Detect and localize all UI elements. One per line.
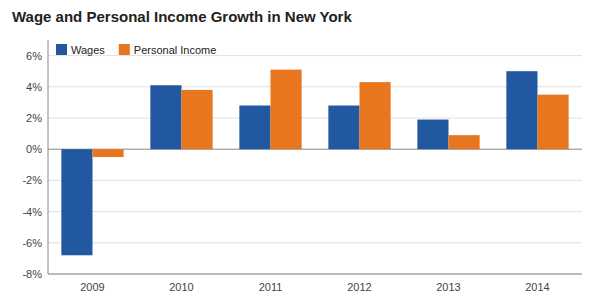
y-tick-label: 2%	[26, 112, 42, 124]
y-axis-line	[48, 40, 49, 274]
chart: Wage and Personal Income Growth in New Y…	[0, 0, 594, 300]
x-tick-label: 2014	[525, 281, 549, 293]
x-tick-label: 2013	[436, 281, 460, 293]
bar	[538, 95, 569, 150]
bar	[271, 70, 302, 150]
bar	[239, 106, 270, 150]
bar	[150, 85, 181, 149]
x-tick-label: 2010	[169, 281, 193, 293]
grid-line	[48, 242, 582, 243]
x-tick-label: 2011	[259, 281, 283, 293]
grid-line	[48, 180, 582, 181]
y-tick-label: 0%	[26, 143, 42, 155]
bars	[61, 70, 568, 256]
y-tick-label: -8%	[22, 268, 42, 280]
y-tick-label: -2%	[22, 174, 42, 186]
x-axis-line	[48, 274, 582, 275]
bar	[61, 149, 92, 255]
bar	[182, 90, 213, 149]
y-tick-label: -6%	[22, 237, 42, 249]
grid-line	[48, 211, 582, 212]
grid-line	[48, 118, 582, 119]
bar	[93, 149, 124, 157]
legend-label: Personal Income	[134, 44, 217, 56]
legend-label: Wages	[71, 44, 105, 56]
bar	[449, 135, 480, 149]
grid-line	[48, 274, 582, 275]
grid-line	[48, 55, 582, 56]
y-tick-label: 4%	[26, 81, 42, 93]
legend-swatch	[119, 44, 130, 55]
legend: Wages Personal Income	[56, 44, 216, 56]
x-tick-label: 2009	[80, 281, 104, 293]
y-tick-label: -4%	[22, 206, 42, 218]
bar	[328, 106, 359, 150]
bar	[360, 82, 391, 149]
y-tick-label: 6%	[26, 50, 42, 62]
legend-swatch	[56, 44, 67, 55]
grid-line	[48, 86, 582, 87]
title: Wage and Personal Income Growth in New Y…	[12, 8, 352, 25]
x-tick-label: 2012	[347, 281, 371, 293]
bar	[506, 71, 537, 149]
bar	[417, 120, 448, 150]
grid-line	[48, 149, 582, 150]
